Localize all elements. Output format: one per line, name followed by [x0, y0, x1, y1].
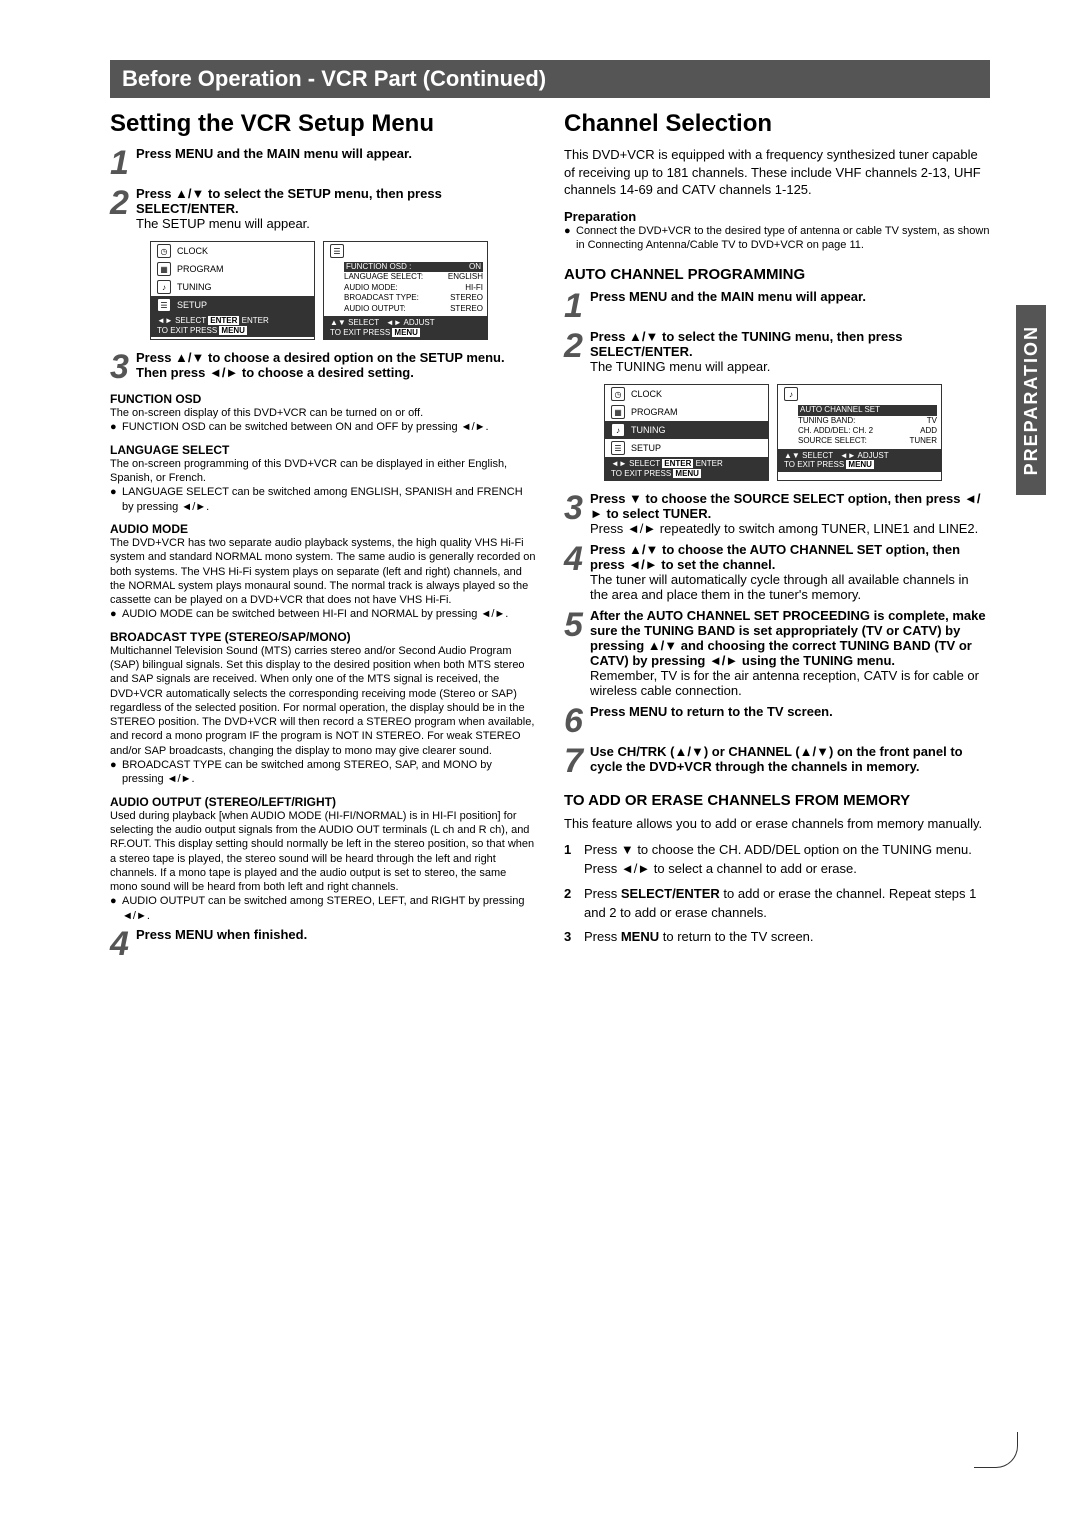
osd-row: TUNING	[631, 425, 666, 435]
right-step3-head: Press ▼ to choose the SOURCE SELECT opti…	[590, 491, 990, 521]
step-number-2: 2	[110, 186, 136, 231]
osd-row-program: PROGRAM	[177, 264, 224, 274]
step-number-1: 1	[564, 289, 590, 323]
osd-footer: ◄► SELECT ENTER ENTER TO EXIT PRESS MENU	[605, 457, 768, 480]
osd-footer: ▲▼ SELECT ◄► ADJUST TO EXIT PRESS MENU	[778, 449, 941, 472]
setup-icon: ☰	[330, 244, 344, 258]
program-icon: ▦	[611, 405, 625, 419]
audio-output-text: Used during playback [when AUDIO MODE (H…	[110, 809, 536, 895]
setup-icon: ☰	[611, 441, 625, 455]
step-number-6: 6	[564, 704, 590, 738]
tuning-icon: ♪	[784, 387, 798, 401]
audio-mode-text: The DVD+VCR has two separate audio playb…	[110, 536, 536, 607]
left-step2-head: Press ▲/▼ to select the SETUP menu, then…	[136, 186, 536, 216]
step-number-3: 3	[110, 350, 136, 384]
osd-row-setup: SETUP	[177, 300, 207, 310]
language-select-heading: LANGUAGE SELECT	[110, 443, 536, 457]
osd-row-tuning: TUNING	[177, 282, 212, 292]
bullet-icon: ●	[110, 894, 122, 923]
right-section-title: Channel Selection	[564, 110, 990, 138]
right-step2-sub: The TUNING menu will appear.	[590, 359, 990, 374]
add-step1: Press ▼ to choose the CH. ADD/DEL option…	[584, 841, 990, 879]
preparation-tab: PREPARATION	[1016, 305, 1046, 495]
step-number-4: 4	[110, 927, 136, 961]
preparation-text: Connect the DVD+VCR to the desired type …	[576, 224, 990, 253]
osd-setup-menu: ☰ FUNCTION OSD :ON LANGUAGE SELECT:ENGLI…	[323, 241, 488, 340]
step-number-2: 2	[564, 329, 590, 374]
right-step4-head: Press ▲/▼ to choose the AUTO CHANNEL SET…	[590, 542, 990, 572]
function-osd-heading: FUNCTION OSD	[110, 392, 536, 406]
right-step2-head: Press ▲/▼ to select the TUNING menu, the…	[590, 329, 990, 359]
osd-row-clock: CLOCK	[177, 246, 208, 256]
bullet-icon: ●	[110, 420, 122, 434]
right-intro: This DVD+VCR is equipped with a frequenc…	[564, 146, 990, 199]
preparation-heading: Preparation	[564, 209, 990, 224]
page-banner: Before Operation - VCR Part (Continued)	[110, 60, 990, 98]
audio-output-heading: AUDIO OUTPUT (STEREO/LEFT/RIGHT)	[110, 795, 536, 809]
language-select-bullet: LANGUAGE SELECT can be switched among EN…	[122, 485, 536, 514]
audio-mode-heading: AUDIO MODE	[110, 522, 536, 536]
right-step5-head: After the AUTO CHANNEL SET PROCEEDING is…	[590, 608, 990, 668]
step-number-1: 1	[110, 146, 136, 180]
auto-channel-heading: AUTO CHANNEL PROGRAMMING	[564, 266, 990, 283]
bullet-icon: ●	[110, 758, 122, 787]
broadcast-type-heading: BROADCAST TYPE (STEREO/SAP/MONO)	[110, 630, 536, 644]
add-erase-heading: TO ADD OR ERASE CHANNELS FROM MEMORY	[564, 792, 990, 809]
broadcast-type-text: Multichannel Television Sound (MTS) carr…	[110, 644, 536, 758]
bullet-icon: ●	[564, 224, 576, 253]
left-column: Setting the VCR Setup Menu 1 Press MENU …	[110, 110, 536, 965]
broadcast-type-bullet: BROADCAST TYPE can be switched among STE…	[122, 758, 536, 787]
step-number-4: 4	[564, 542, 590, 602]
program-icon: ▦	[157, 262, 171, 276]
right-step6: Press MENU to return to the TV screen.	[590, 704, 990, 719]
osd-row: CLOCK	[631, 389, 662, 399]
audio-mode-bullet: AUDIO MODE can be switched between HI-FI…	[122, 607, 508, 621]
tuning-icon: ♪	[611, 423, 625, 437]
audio-output-bullet: AUDIO OUTPUT can be switched among STERE…	[122, 894, 536, 923]
left-step4: Press MENU when finished.	[136, 927, 536, 942]
clock-icon: ◷	[157, 244, 171, 258]
list-num-2: 2	[564, 885, 584, 923]
tuning-icon: ♪	[157, 280, 171, 294]
add-step3: Press MENU to return to the TV screen.	[584, 928, 814, 947]
right-step7: Use CH/TRK (▲/▼) or CHANNEL (▲/▼) on the…	[590, 744, 990, 774]
page-corner-icon	[974, 1432, 1018, 1468]
bullet-icon: ●	[110, 485, 122, 514]
osd-row: PROGRAM	[631, 407, 678, 417]
right-column: Channel Selection This DVD+VCR is equipp…	[564, 110, 990, 965]
language-select-text: The on-screen programming of this DVD+VC…	[110, 457, 536, 486]
osd-row: SETUP	[631, 443, 661, 453]
right-step5-sub: Remember, TV is for the air antenna rece…	[590, 668, 990, 698]
left-section-title: Setting the VCR Setup Menu	[110, 110, 536, 138]
step-number-7: 7	[564, 744, 590, 778]
osd-main-menu-r: ◷ CLOCK ▦ PROGRAM ♪ TUNING ☰ SETUP ◄► SELECT…	[604, 384, 769, 481]
osd-footer: ◄► SELECT ENTER ENTER TO EXIT PRESS MENU	[151, 314, 314, 337]
osd-main-menu: ◷ CLOCK ▦ PROGRAM ♪ TUNING ☰ SETUP ◄► SELECT…	[150, 241, 315, 340]
step-number-3: 3	[564, 491, 590, 536]
left-step1: Press MENU and the MAIN menu will appear…	[136, 146, 536, 161]
add-step2: Press SELECT/ENTER to add or erase the c…	[584, 885, 990, 923]
osd-footer: ▲▼ SELECT ◄► ADJUST TO EXIT PRESS MENU	[324, 316, 487, 339]
clock-icon: ◷	[611, 387, 625, 401]
setup-icon: ☰	[157, 298, 171, 312]
bullet-icon: ●	[110, 607, 122, 621]
add-erase-intro: This feature allows you to add or erase …	[564, 815, 990, 833]
function-osd-bullet: FUNCTION OSD can be switched between ON …	[122, 420, 489, 434]
left-step2-sub: The SETUP menu will appear.	[136, 216, 536, 231]
right-step4-sub: The tuner will automatically cycle throu…	[590, 572, 990, 602]
osd-tuning-menu: ♪ AUTO CHANNEL SET TUNING BAND:TV CH. AD…	[777, 384, 942, 481]
list-num-1: 1	[564, 841, 584, 879]
right-step1: Press MENU and the MAIN menu will appear…	[590, 289, 990, 304]
left-step3: Press ▲/▼ to choose a desired option on …	[136, 350, 536, 380]
list-num-3: 3	[564, 928, 584, 947]
osd-line: FUNCTION OSD :	[346, 262, 411, 272]
right-step3-sub: Press ◄/► repeatedly to switch among TUN…	[590, 521, 990, 536]
function-osd-text: The on-screen display of this DVD+VCR ca…	[110, 406, 536, 420]
step-number-5: 5	[564, 608, 590, 698]
